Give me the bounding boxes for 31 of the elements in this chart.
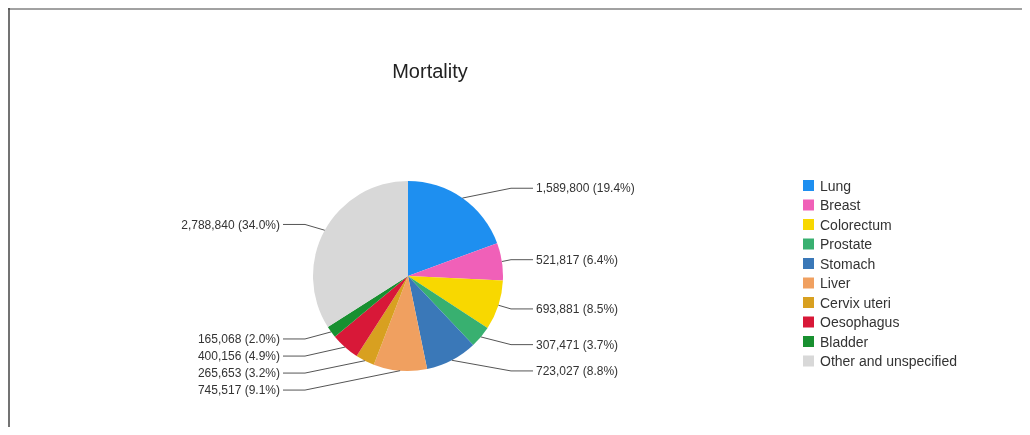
pie-slice xyxy=(373,276,428,371)
pie-slice xyxy=(408,181,498,276)
pie-slice xyxy=(408,276,503,328)
legend-label: Liver xyxy=(820,275,851,292)
pie-slice xyxy=(408,243,503,281)
data-label: 400,156 (4.9%) xyxy=(197,349,280,364)
legend-label: Prostate xyxy=(820,236,873,253)
data-label: 745,517 (9.1%) xyxy=(197,383,280,398)
legend-label: Colorectum xyxy=(820,216,892,233)
pie-slice xyxy=(334,276,408,356)
data-label: 165,068 (2.0%) xyxy=(197,332,280,347)
pie-slice xyxy=(408,276,474,370)
data-label: 265,653 (3.2%) xyxy=(197,366,280,381)
chart-title: Mortality xyxy=(392,60,468,82)
pie-slice xyxy=(327,276,408,337)
legend-label: Stomach xyxy=(820,255,876,272)
legend-label: Breast xyxy=(820,197,861,214)
legend-label: Bladder xyxy=(820,333,869,350)
pie-slice xyxy=(408,276,488,346)
data-label: 723,027 (8.8%) xyxy=(536,364,619,379)
data-label: 521,817 (6.4%) xyxy=(536,252,619,267)
legend-label: Cervix uteri xyxy=(820,294,891,311)
legend-label: Oesophagus xyxy=(820,314,900,331)
data-label: 1,589,800 (19.4%) xyxy=(536,181,635,196)
pie-slice xyxy=(356,276,408,365)
data-label: 307,471 (3.7%) xyxy=(536,337,619,352)
data-label: 693,881 (8.5%) xyxy=(536,302,619,317)
pie-slice xyxy=(313,181,408,327)
legend-label: Other and unspecified xyxy=(820,353,957,370)
legend-label: Lung xyxy=(820,177,852,194)
data-label: 2,788,840 (34.0%) xyxy=(181,217,280,232)
